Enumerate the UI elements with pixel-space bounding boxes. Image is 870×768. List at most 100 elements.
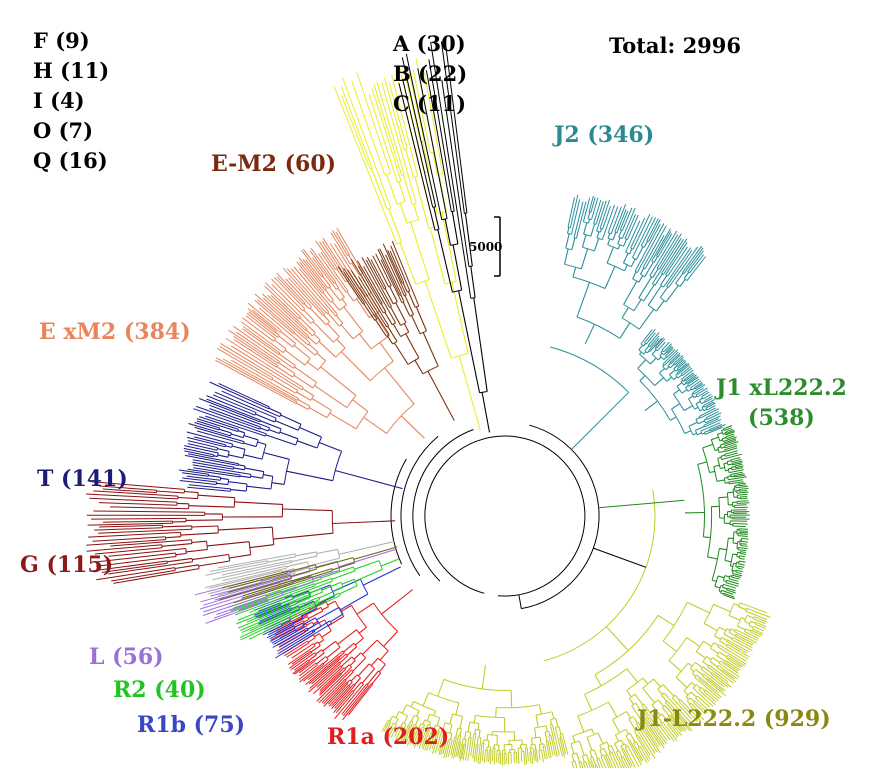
clade-e-xm2-branch	[346, 291, 355, 302]
clade-j1-l222-branch	[436, 717, 441, 726]
clade-j1-xl222-branch	[724, 575, 730, 578]
clade-e-xm2-branch	[329, 412, 357, 430]
clade-t-branch	[261, 444, 267, 460]
clade-label-r2: R2 (40)	[113, 677, 206, 703]
clade-r2-branch	[378, 560, 383, 570]
clade-g-branch	[206, 541, 250, 547]
clade-j2-branch	[566, 227, 570, 234]
clade-e-m2-branch	[390, 306, 402, 326]
clade-j1-xl222-branch	[731, 467, 743, 471]
clade-e-xm2-branch	[254, 293, 311, 344]
clade-j1-xl222-branch	[711, 579, 717, 583]
clade-j1-l222-branch	[618, 750, 623, 758]
clade-abc-branch	[415, 279, 430, 285]
clade-j1-l222-branch	[727, 643, 750, 658]
clade-g-branch	[197, 494, 235, 499]
clade-g-branch	[175, 552, 187, 556]
clade-r1b-branch	[295, 626, 305, 632]
clade-t-branch	[217, 452, 219, 457]
clade-j1-l222-branch	[464, 737, 470, 761]
clade-e-m2-branch	[366, 256, 385, 290]
clade-r1a-branch	[299, 660, 316, 674]
clade-g-branch	[99, 485, 157, 491]
clade-j2-branch	[617, 243, 624, 247]
clade-j2-branch	[666, 349, 676, 358]
clade-r1a-branch	[345, 671, 354, 681]
clade-j1-xl222-branch	[725, 482, 729, 484]
clade-j1-l222-branch	[614, 743, 619, 752]
clade-j1-xl222-branch	[736, 500, 749, 502]
clade-r1b-branch	[259, 607, 292, 622]
clade-j1-l222-branch	[643, 724, 659, 748]
clade-e-xm2-branch	[254, 299, 294, 335]
clade-g-branch	[86, 544, 162, 552]
clade-j1-l222-branch	[529, 752, 532, 763]
clade-j2-branch	[652, 268, 659, 278]
clade-e-xm2-branch	[303, 309, 315, 322]
clade-j1-l222-branch	[534, 749, 537, 762]
clade-j2-branch	[614, 231, 617, 234]
clade-j1-l222-branch	[698, 689, 716, 706]
clade-e-xm2-branch	[335, 315, 344, 324]
clade-r1b-branch	[272, 627, 308, 648]
clade-j2-branch	[700, 422, 721, 432]
clade-abc-branch	[388, 82, 408, 150]
clade-r2-branch	[237, 591, 311, 621]
clade-abc-branch	[341, 96, 371, 170]
clade-j1-l222-branch	[584, 694, 593, 711]
clade-g-branch	[188, 505, 235, 508]
clade-j1-l222-branch	[422, 719, 426, 725]
clade-abc-branch	[402, 174, 413, 205]
clade-j2-branch	[596, 231, 600, 239]
clade-j1-l222-branch	[668, 660, 682, 672]
clade-j1-l222-branch	[453, 734, 460, 759]
clade-label-j1-xl222-line2: (538)	[748, 405, 815, 431]
clade-t-branch	[230, 433, 244, 439]
clade-j1-l222-branch	[657, 614, 675, 627]
clade-t-branch	[188, 484, 231, 490]
clade-l-branch	[309, 560, 338, 570]
clade-j1-xl222-branch	[697, 464, 705, 537]
clade-j2-branch	[618, 236, 623, 240]
clade-other-branch	[433, 206, 440, 230]
clade-other-branch	[441, 79, 470, 267]
clade-g-branch	[92, 536, 166, 542]
clade-j1-l222-branch	[640, 711, 646, 719]
clade-j1-l222-branch	[461, 738, 464, 745]
clade-t-branch	[187, 468, 240, 478]
clade-j2-branch	[705, 426, 723, 435]
clade-j2-branch	[635, 246, 644, 260]
clade-j2-branch	[587, 218, 591, 224]
clade-j1-xl222-branch	[732, 573, 743, 577]
clade-g-branch	[185, 519, 223, 521]
clade-j1-l222-branch	[708, 664, 734, 684]
clade-r1a-branch	[313, 641, 319, 645]
clade-e-xm2-branch	[285, 278, 312, 308]
clade-j1-xl222-branch	[721, 589, 734, 595]
clade-j1-l222-branch	[578, 760, 581, 763]
clade-j2-branch	[685, 387, 689, 392]
clade-e-m2-branch	[407, 290, 410, 293]
clade-j1-xl222-branch	[738, 530, 748, 532]
clade-j1-l222-branch	[465, 731, 471, 733]
clade-j2-branch	[683, 372, 694, 381]
clade-g-branch	[98, 502, 177, 506]
clade-e-xm2-branch	[302, 248, 324, 276]
clade-j1-l222-branch	[394, 725, 401, 737]
clade-j2-branch	[599, 199, 610, 229]
clade-j2-branch	[685, 374, 697, 384]
clade-g-branch	[88, 531, 181, 538]
clade-e-xm2-branch	[306, 329, 313, 337]
clade-other-branch	[464, 213, 473, 267]
clade-e-m2-branch	[350, 259, 384, 314]
clade-r1a-branch	[303, 618, 310, 623]
clade-j1-l222-branch	[544, 731, 548, 741]
clade-g-branch	[273, 532, 334, 540]
clade-j1-xl222-branch	[721, 446, 725, 449]
clade-j1-l222-branch	[554, 727, 563, 757]
clade-t-branch	[318, 441, 342, 452]
clade-j1-l222-branch	[693, 701, 706, 714]
clade-j1-xl222-branch	[720, 456, 723, 460]
clade-e-m2-branch	[343, 271, 366, 304]
clade-j1-l222-branch	[744, 615, 748, 622]
